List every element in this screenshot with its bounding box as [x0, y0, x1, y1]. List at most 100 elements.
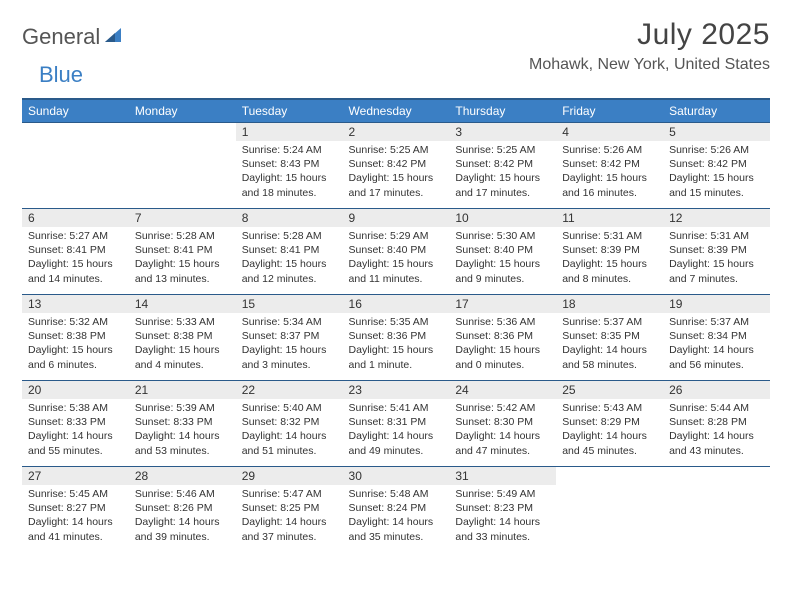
day-number: 28 — [129, 466, 236, 485]
day-content: Sunrise: 5:27 AMSunset: 8:41 PMDaylight:… — [22, 227, 129, 290]
day-number-empty — [556, 466, 663, 484]
calendar-cell — [663, 466, 770, 552]
calendar-cell: 30Sunrise: 5:48 AMSunset: 8:24 PMDayligh… — [343, 466, 450, 552]
day-number: 10 — [449, 208, 556, 227]
day-content: Sunrise: 5:33 AMSunset: 8:38 PMDaylight:… — [129, 313, 236, 376]
day-number: 3 — [449, 122, 556, 141]
day-content: Sunrise: 5:26 AMSunset: 8:42 PMDaylight:… — [556, 141, 663, 204]
day-content: Sunrise: 5:30 AMSunset: 8:40 PMDaylight:… — [449, 227, 556, 290]
calendar-cell: 10Sunrise: 5:30 AMSunset: 8:40 PMDayligh… — [449, 208, 556, 294]
day-number: 19 — [663, 294, 770, 313]
day-content: Sunrise: 5:25 AMSunset: 8:42 PMDaylight:… — [449, 141, 556, 204]
day-content: Sunrise: 5:39 AMSunset: 8:33 PMDaylight:… — [129, 399, 236, 462]
day-number: 14 — [129, 294, 236, 313]
logo: General — [22, 18, 125, 50]
calendar-cell: 19Sunrise: 5:37 AMSunset: 8:34 PMDayligh… — [663, 294, 770, 380]
calendar-cell: 14Sunrise: 5:33 AMSunset: 8:38 PMDayligh… — [129, 294, 236, 380]
day-number: 12 — [663, 208, 770, 227]
day-content: Sunrise: 5:26 AMSunset: 8:42 PMDaylight:… — [663, 141, 770, 204]
day-content: Sunrise: 5:29 AMSunset: 8:40 PMDaylight:… — [343, 227, 450, 290]
calendar-cell: 27Sunrise: 5:45 AMSunset: 8:27 PMDayligh… — [22, 466, 129, 552]
calendar-cell — [129, 122, 236, 208]
calendar-cell: 2Sunrise: 5:25 AMSunset: 8:42 PMDaylight… — [343, 122, 450, 208]
day-content: Sunrise: 5:24 AMSunset: 8:43 PMDaylight:… — [236, 141, 343, 204]
day-number: 18 — [556, 294, 663, 313]
day-content: Sunrise: 5:34 AMSunset: 8:37 PMDaylight:… — [236, 313, 343, 376]
day-content: Sunrise: 5:28 AMSunset: 8:41 PMDaylight:… — [129, 227, 236, 290]
day-number: 2 — [343, 122, 450, 141]
day-content: Sunrise: 5:25 AMSunset: 8:42 PMDaylight:… — [343, 141, 450, 204]
calendar-cell: 22Sunrise: 5:40 AMSunset: 8:32 PMDayligh… — [236, 380, 343, 466]
day-header: Saturday — [663, 99, 770, 122]
day-number: 20 — [22, 380, 129, 399]
day-number: 31 — [449, 466, 556, 485]
day-header: Thursday — [449, 99, 556, 122]
day-number: 27 — [22, 466, 129, 485]
day-number: 21 — [129, 380, 236, 399]
calendar-cell: 18Sunrise: 5:37 AMSunset: 8:35 PMDayligh… — [556, 294, 663, 380]
day-header: Wednesday — [343, 99, 450, 122]
logo-word-1: General — [22, 24, 100, 50]
day-number-empty — [129, 122, 236, 140]
day-number: 17 — [449, 294, 556, 313]
day-content: Sunrise: 5:43 AMSunset: 8:29 PMDaylight:… — [556, 399, 663, 462]
calendar-cell — [22, 122, 129, 208]
day-number: 25 — [556, 380, 663, 399]
calendar-row: 20Sunrise: 5:38 AMSunset: 8:33 PMDayligh… — [22, 380, 770, 466]
day-content: Sunrise: 5:37 AMSunset: 8:35 PMDaylight:… — [556, 313, 663, 376]
calendar-cell: 16Sunrise: 5:35 AMSunset: 8:36 PMDayligh… — [343, 294, 450, 380]
day-number: 26 — [663, 380, 770, 399]
day-header: Friday — [556, 99, 663, 122]
calendar-cell: 28Sunrise: 5:46 AMSunset: 8:26 PMDayligh… — [129, 466, 236, 552]
logo-word-2: Blue — [39, 62, 83, 88]
calendar-cell: 25Sunrise: 5:43 AMSunset: 8:29 PMDayligh… — [556, 380, 663, 466]
day-number: 4 — [556, 122, 663, 141]
day-content: Sunrise: 5:40 AMSunset: 8:32 PMDaylight:… — [236, 399, 343, 462]
calendar-cell: 1Sunrise: 5:24 AMSunset: 8:43 PMDaylight… — [236, 122, 343, 208]
calendar-table: SundayMondayTuesdayWednesdayThursdayFrid… — [22, 98, 770, 552]
calendar-cell: 4Sunrise: 5:26 AMSunset: 8:42 PMDaylight… — [556, 122, 663, 208]
day-content: Sunrise: 5:46 AMSunset: 8:26 PMDaylight:… — [129, 485, 236, 548]
calendar-cell: 5Sunrise: 5:26 AMSunset: 8:42 PMDaylight… — [663, 122, 770, 208]
day-header-row: SundayMondayTuesdayWednesdayThursdayFrid… — [22, 99, 770, 122]
day-header: Sunday — [22, 99, 129, 122]
calendar-cell: 6Sunrise: 5:27 AMSunset: 8:41 PMDaylight… — [22, 208, 129, 294]
title-block: July 2025 Mohawk, New York, United State… — [529, 18, 770, 74]
day-content: Sunrise: 5:31 AMSunset: 8:39 PMDaylight:… — [556, 227, 663, 290]
day-number: 1 — [236, 122, 343, 141]
day-content: Sunrise: 5:28 AMSunset: 8:41 PMDaylight:… — [236, 227, 343, 290]
calendar-cell: 3Sunrise: 5:25 AMSunset: 8:42 PMDaylight… — [449, 122, 556, 208]
calendar-cell: 11Sunrise: 5:31 AMSunset: 8:39 PMDayligh… — [556, 208, 663, 294]
day-content: Sunrise: 5:31 AMSunset: 8:39 PMDaylight:… — [663, 227, 770, 290]
day-number: 30 — [343, 466, 450, 485]
day-number: 16 — [343, 294, 450, 313]
day-number-empty — [22, 122, 129, 140]
day-content: Sunrise: 5:49 AMSunset: 8:23 PMDaylight:… — [449, 485, 556, 548]
day-content: Sunrise: 5:37 AMSunset: 8:34 PMDaylight:… — [663, 313, 770, 376]
calendar-row: 1Sunrise: 5:24 AMSunset: 8:43 PMDaylight… — [22, 122, 770, 208]
day-header: Tuesday — [236, 99, 343, 122]
calendar-cell: 29Sunrise: 5:47 AMSunset: 8:25 PMDayligh… — [236, 466, 343, 552]
location: Mohawk, New York, United States — [529, 56, 770, 74]
day-content: Sunrise: 5:45 AMSunset: 8:27 PMDaylight:… — [22, 485, 129, 548]
calendar-cell: 31Sunrise: 5:49 AMSunset: 8:23 PMDayligh… — [449, 466, 556, 552]
page-title: July 2025 — [529, 18, 770, 52]
day-number: 9 — [343, 208, 450, 227]
day-number: 24 — [449, 380, 556, 399]
day-content: Sunrise: 5:47 AMSunset: 8:25 PMDaylight:… — [236, 485, 343, 548]
calendar-row: 27Sunrise: 5:45 AMSunset: 8:27 PMDayligh… — [22, 466, 770, 552]
day-number-empty — [663, 466, 770, 484]
day-content: Sunrise: 5:42 AMSunset: 8:30 PMDaylight:… — [449, 399, 556, 462]
calendar-cell: 24Sunrise: 5:42 AMSunset: 8:30 PMDayligh… — [449, 380, 556, 466]
calendar-cell — [556, 466, 663, 552]
day-number: 15 — [236, 294, 343, 313]
day-number: 7 — [129, 208, 236, 227]
calendar-cell: 12Sunrise: 5:31 AMSunset: 8:39 PMDayligh… — [663, 208, 770, 294]
day-content: Sunrise: 5:38 AMSunset: 8:33 PMDaylight:… — [22, 399, 129, 462]
calendar-cell: 9Sunrise: 5:29 AMSunset: 8:40 PMDaylight… — [343, 208, 450, 294]
calendar-cell: 26Sunrise: 5:44 AMSunset: 8:28 PMDayligh… — [663, 380, 770, 466]
day-number: 23 — [343, 380, 450, 399]
calendar-cell: 7Sunrise: 5:28 AMSunset: 8:41 PMDaylight… — [129, 208, 236, 294]
day-number: 22 — [236, 380, 343, 399]
day-content: Sunrise: 5:32 AMSunset: 8:38 PMDaylight:… — [22, 313, 129, 376]
